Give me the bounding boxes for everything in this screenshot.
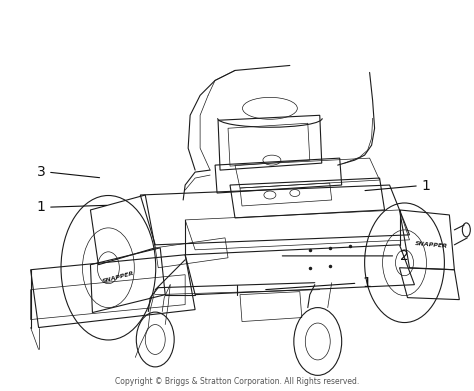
Text: 2: 2 (401, 249, 409, 263)
Text: 1: 1 (363, 276, 372, 290)
Text: 1: 1 (421, 179, 430, 193)
Text: SNAPPER: SNAPPER (102, 271, 135, 284)
Text: SNAPPER: SNAPPER (415, 241, 448, 249)
Text: 1: 1 (36, 200, 46, 214)
Text: Copyright © Briggs & Stratton Corporation. All Rights reserved.: Copyright © Briggs & Stratton Corporatio… (115, 377, 359, 386)
Text: 3: 3 (36, 165, 45, 179)
